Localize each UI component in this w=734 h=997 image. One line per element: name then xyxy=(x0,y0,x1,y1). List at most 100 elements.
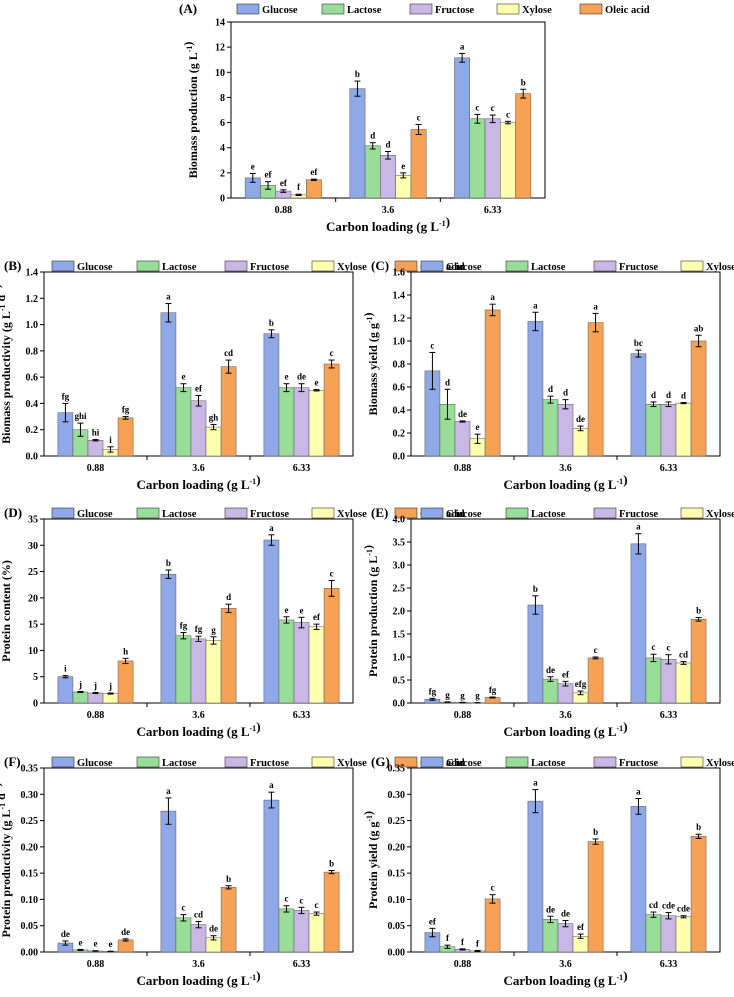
significance-label: cde xyxy=(662,901,675,911)
significance-label: ef xyxy=(195,384,203,394)
y-tick-label: 0.6 xyxy=(393,383,406,394)
legend-swatch-glucose xyxy=(237,4,259,14)
significance-label: a xyxy=(490,292,495,302)
y-tick-label: 0.05 xyxy=(388,921,406,932)
significance-label: a xyxy=(533,778,538,788)
bar-glucose-3.6 xyxy=(528,605,543,703)
bar-oleic-acid-0.88 xyxy=(485,899,500,952)
significance-label: e xyxy=(300,605,304,615)
x-axis-label: Carbon loading (g L-1) xyxy=(503,472,627,492)
significance-label: j xyxy=(108,681,112,691)
bar-xylose-3.6 xyxy=(396,175,411,198)
bar-lactose-3.6 xyxy=(176,388,191,456)
significance-label: g xyxy=(475,691,480,701)
x-tick-label: 0.88 xyxy=(454,710,472,721)
significance-label: ef xyxy=(313,612,321,622)
y-tick-label: 0.25 xyxy=(21,816,39,827)
bar-fructose-3.6 xyxy=(558,924,573,952)
significance-label: g xyxy=(460,690,465,700)
significance-label: d xyxy=(666,390,671,400)
x-tick-label: 6.33 xyxy=(660,463,678,474)
y-tick-label: 0.15 xyxy=(388,869,406,880)
significance-label: fg xyxy=(429,686,437,696)
y-tick-label: 15 xyxy=(28,620,38,631)
significance-label: c xyxy=(330,569,334,579)
significance-label: a xyxy=(593,301,598,311)
x-tick-label: 0.88 xyxy=(87,959,105,970)
bar-xylose-6.33 xyxy=(309,914,324,952)
bar-glucose-3.6 xyxy=(350,89,365,198)
significance-label: a xyxy=(166,786,171,796)
significance-label: cd xyxy=(649,900,658,910)
significance-label: b xyxy=(269,318,274,328)
bar-xylose-6.33 xyxy=(676,403,691,456)
bar-lactose-6.33 xyxy=(646,404,661,456)
significance-label: c xyxy=(667,643,671,653)
x-axis-label: Carbon loading (g L-1) xyxy=(136,968,260,988)
bar-oleic-acid-3.6 xyxy=(588,658,603,703)
legend-label: Glucose xyxy=(446,262,482,273)
significance-label: d xyxy=(370,131,375,141)
legend-swatch-glucose xyxy=(52,757,74,767)
significance-label: d xyxy=(445,377,450,387)
legend-swatch-xylose xyxy=(681,508,703,518)
significance-label: ef xyxy=(310,167,318,177)
significance-label: c xyxy=(315,900,319,910)
significance-label: b xyxy=(696,822,701,832)
panel-title: (F) xyxy=(4,754,21,769)
y-tick-label: 5 xyxy=(33,672,38,683)
x-tick-label: 6.33 xyxy=(293,710,311,721)
significance-label: d xyxy=(385,139,390,149)
significance-label: e xyxy=(251,161,255,171)
bar-oleic-acid-3.6 xyxy=(221,887,236,952)
legend-swatch-oleic-acid xyxy=(580,4,602,14)
bar-fructose-3.6 xyxy=(191,925,206,952)
legend-label: Xylose xyxy=(706,262,734,273)
legend-swatch-fructose xyxy=(594,757,616,767)
y-tick-label: 4.0 xyxy=(393,515,406,526)
y-tick-label: 0.4 xyxy=(26,399,39,410)
significance-label: ef xyxy=(577,922,585,932)
legend-label: Fructose xyxy=(435,5,474,16)
error-bar xyxy=(93,951,99,952)
significance-label: cd xyxy=(194,910,203,920)
y-axis-label: Biomass yield (g g-1) xyxy=(361,312,380,415)
y-tick-label: 0.4 xyxy=(393,406,406,417)
significance-label: de xyxy=(61,929,70,939)
legend-swatch-glucose xyxy=(421,757,443,767)
bar-oleic-acid-6.33 xyxy=(324,364,339,456)
y-tick-label: 0.20 xyxy=(21,842,39,853)
legend-swatch-lactose xyxy=(506,508,528,518)
bar-lactose-0.88 xyxy=(73,692,88,703)
bar-fructose-0.88 xyxy=(88,693,103,703)
legend-label: Glucose xyxy=(446,509,482,520)
bar-lactose-3.6 xyxy=(543,919,558,952)
bar-fructose-3.6 xyxy=(191,401,206,456)
significance-label: e xyxy=(401,161,405,171)
bar-oleic-acid-0.88 xyxy=(118,418,133,456)
significance-label: e xyxy=(181,372,185,382)
significance-label: g xyxy=(445,690,450,700)
error-bar xyxy=(108,951,114,952)
significance-label: e xyxy=(476,422,480,432)
significance-label: a xyxy=(166,292,171,302)
significance-label: c xyxy=(491,103,495,113)
bar-glucose-6.33 xyxy=(454,58,469,198)
y-tick-label: 0 xyxy=(33,699,38,710)
y-tick-label: 0.2 xyxy=(26,425,39,436)
y-tick-label: 0.2 xyxy=(393,429,406,440)
y-tick-label: 25 xyxy=(28,567,38,578)
bar-oleic-acid-6.33 xyxy=(516,94,531,198)
legend-swatch-fructose xyxy=(225,508,247,518)
significance-label: e xyxy=(315,378,319,388)
legend-swatch-fructose xyxy=(594,261,616,271)
legend-swatch-fructose xyxy=(594,508,616,518)
legend-label: Xylose xyxy=(337,509,367,520)
significance-label: a xyxy=(533,300,538,310)
y-tick-label: 1.0 xyxy=(393,337,406,348)
bar-oleic-acid-6.33 xyxy=(691,341,706,456)
significance-label: de xyxy=(297,372,306,382)
x-axis-label: Carbon loading (g L-1) xyxy=(136,719,260,739)
